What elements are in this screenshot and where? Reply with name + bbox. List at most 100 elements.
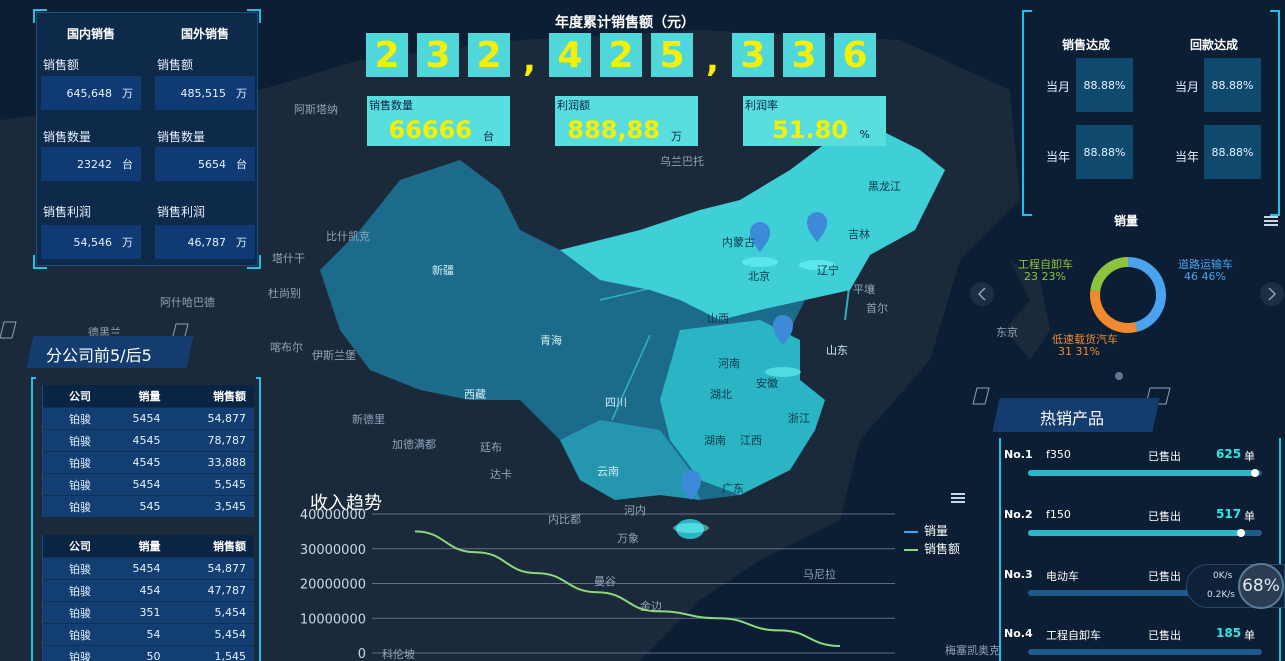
digit-separator: , [523, 40, 536, 80]
product-progress-bar [1028, 649, 1262, 655]
city-label: 首尔 [866, 302, 888, 315]
series-line[interactable] [414, 530, 841, 648]
city-label: 阿什哈巴德 [160, 296, 215, 309]
city-label: 平壤 [853, 283, 875, 296]
city-label: 阿斯塔纳 [294, 103, 338, 116]
foreign-sales-title: 国外销售 [181, 27, 230, 41]
legend-item-sales-qty[interactable]: 销量 [904, 522, 948, 539]
network-speed-widget[interactable]: 0K/s 0.2K/s 68% [1186, 563, 1285, 609]
payment-achievement-title: 回款达成 [1190, 38, 1239, 52]
product-unit: 单 [1244, 510, 1255, 523]
domestic-sales-title: 国内销售 [67, 27, 116, 41]
province-label: 辽宁 [817, 264, 839, 277]
digit-separator: , [706, 40, 719, 80]
hot-product-item[interactable]: No.4 工程自卸车 已售出 185 单 [1004, 626, 1266, 661]
income-trend-chart: 0 10000000 20000000 30000000 40000000 [300, 508, 895, 661]
branch-title: 分公司前5/后5 [46, 346, 152, 365]
speed-percent: 68% [1238, 563, 1284, 609]
progress-fill [1028, 470, 1258, 476]
branch-bottom5-table: 公司 销量 销售额 铂骏 5454 54,877 铂骏 454 47,787 铂骏 351 5,… [42, 535, 254, 661]
annual-digit: 3 [783, 33, 825, 77]
donut-value: 46 46% [1184, 270, 1226, 283]
trend-chart-title: 收入趋势 [310, 493, 382, 514]
province-label: 青海 [540, 334, 562, 347]
sales-month-value: 88.88% [1076, 58, 1133, 112]
city-label: 喀布尔 [270, 341, 303, 354]
domestic-sales-profit: 54,546 万 [41, 225, 141, 259]
table-row: 铂骏 545 3,545 [43, 495, 254, 517]
donut-label: 道路运输车 [1178, 257, 1233, 271]
payment-month-value: 88.88% [1204, 58, 1261, 112]
city-label: 新德里 [352, 413, 385, 426]
province-label: 内蒙古 [722, 236, 755, 249]
legend-item-sales-amount[interactable]: 销售额 [904, 540, 960, 557]
city-label: 内比都 [548, 513, 581, 526]
annual-digit: 5 [651, 33, 693, 77]
foreign-sales-qty: 5654 台 [155, 147, 255, 181]
donut-label: 低速载货汽车 [1052, 332, 1118, 346]
y-tick-label: 40000000 [300, 508, 366, 523]
table-row: 铂骏 5454 54,877 [43, 407, 254, 429]
province-label: 吉林 [848, 228, 870, 241]
table-row: 铂骏 4545 33,888 [43, 451, 254, 473]
product-sold-label: 已售出 [1148, 570, 1181, 583]
domestic-sales-qty: 23242 台 [41, 147, 141, 181]
city-label: 塔什干 [272, 252, 305, 265]
donut-slice[interactable] [1090, 257, 1129, 292]
city-label: 乌兰巴托 [660, 155, 704, 168]
product-count: 517 [1216, 507, 1242, 521]
download-speed: 0.2K/s [1207, 590, 1235, 600]
year-label: 当年 [1175, 150, 1200, 164]
table-row: 铂骏 4545 78,787 [43, 429, 254, 451]
table-row: 铂骏 351 5,454 [43, 601, 254, 623]
annual-digit: 2 [600, 33, 642, 77]
map-marker-icon [681, 212, 827, 500]
city-label: 达卡 [490, 468, 512, 481]
domestic-foreign-sales-panel: 国内销售 国外销售 销售额 销售额 645,648 万 485,515 万 销售数量… [33, 9, 261, 269]
donut-slice[interactable] [1090, 290, 1138, 333]
menu-icon[interactable] [951, 493, 965, 503]
product-sold-label: 已售出 [1148, 629, 1181, 642]
progress-knob [1251, 469, 1260, 477]
hot-products-title: 热销产品 [1040, 409, 1105, 428]
donut-value: 23 23% [1024, 270, 1066, 283]
city-label: 廷布 [480, 441, 502, 454]
city-label: 科伦坡 [382, 648, 415, 661]
city-label: 比什凯克 [326, 230, 370, 243]
donut-value: 31 31% [1058, 345, 1100, 358]
table-row: 铂骏 54 5,454 [43, 623, 254, 645]
y-tick-label: 30000000 [300, 543, 366, 558]
city-label: 万象 [617, 532, 639, 545]
province-label: 西藏 [464, 388, 486, 401]
annual-digit: 3 [417, 33, 459, 77]
province-label: 江西 [740, 434, 762, 447]
hot-product-item[interactable]: No.1 f350 已售出 625 单 [1004, 447, 1266, 488]
annual-digit: 6 [834, 33, 876, 77]
sales-year-value: 88.88% [1076, 125, 1133, 179]
foreign-label: 销售利润 [157, 205, 206, 219]
product-name: f350 [1046, 448, 1071, 461]
hot-product-item[interactable]: No.3 电动车 已售出 [1004, 568, 1266, 608]
sales-achievement-title: 销售达成 [1062, 38, 1111, 52]
table-row: 铂骏 5454 5,545 [43, 473, 254, 495]
product-count: 185 [1216, 626, 1242, 640]
province-label: 黑龙江 [868, 180, 901, 193]
achievement-panel: 销售达成 回款达成 当月 88.88% 当月 88.88% 当年 88.88% … [1022, 10, 1280, 216]
annual-digit: 4 [549, 33, 591, 77]
city-label: 东京 [996, 326, 1018, 339]
hot-product-item[interactable]: No.2 f150 已售出 517 单 [1004, 507, 1266, 548]
y-tick-label: 10000000 [300, 612, 366, 627]
menu-icon[interactable] [1264, 216, 1278, 226]
province-label: 山西 [707, 312, 729, 325]
product-sold-label: 已售出 [1148, 510, 1181, 523]
month-label: 当月 [1175, 80, 1200, 94]
progress-fill [1028, 530, 1244, 536]
product-rank: No.3 [1004, 568, 1033, 581]
city-label: 伊斯兰堡 [312, 349, 356, 362]
donut-slice[interactable] [1127, 257, 1166, 332]
product-sold-label: 已售出 [1148, 450, 1181, 463]
foreign-label: 销售数量 [157, 130, 206, 144]
product-unit: 单 [1244, 450, 1255, 463]
domestic-label: 销售数量 [43, 130, 92, 144]
